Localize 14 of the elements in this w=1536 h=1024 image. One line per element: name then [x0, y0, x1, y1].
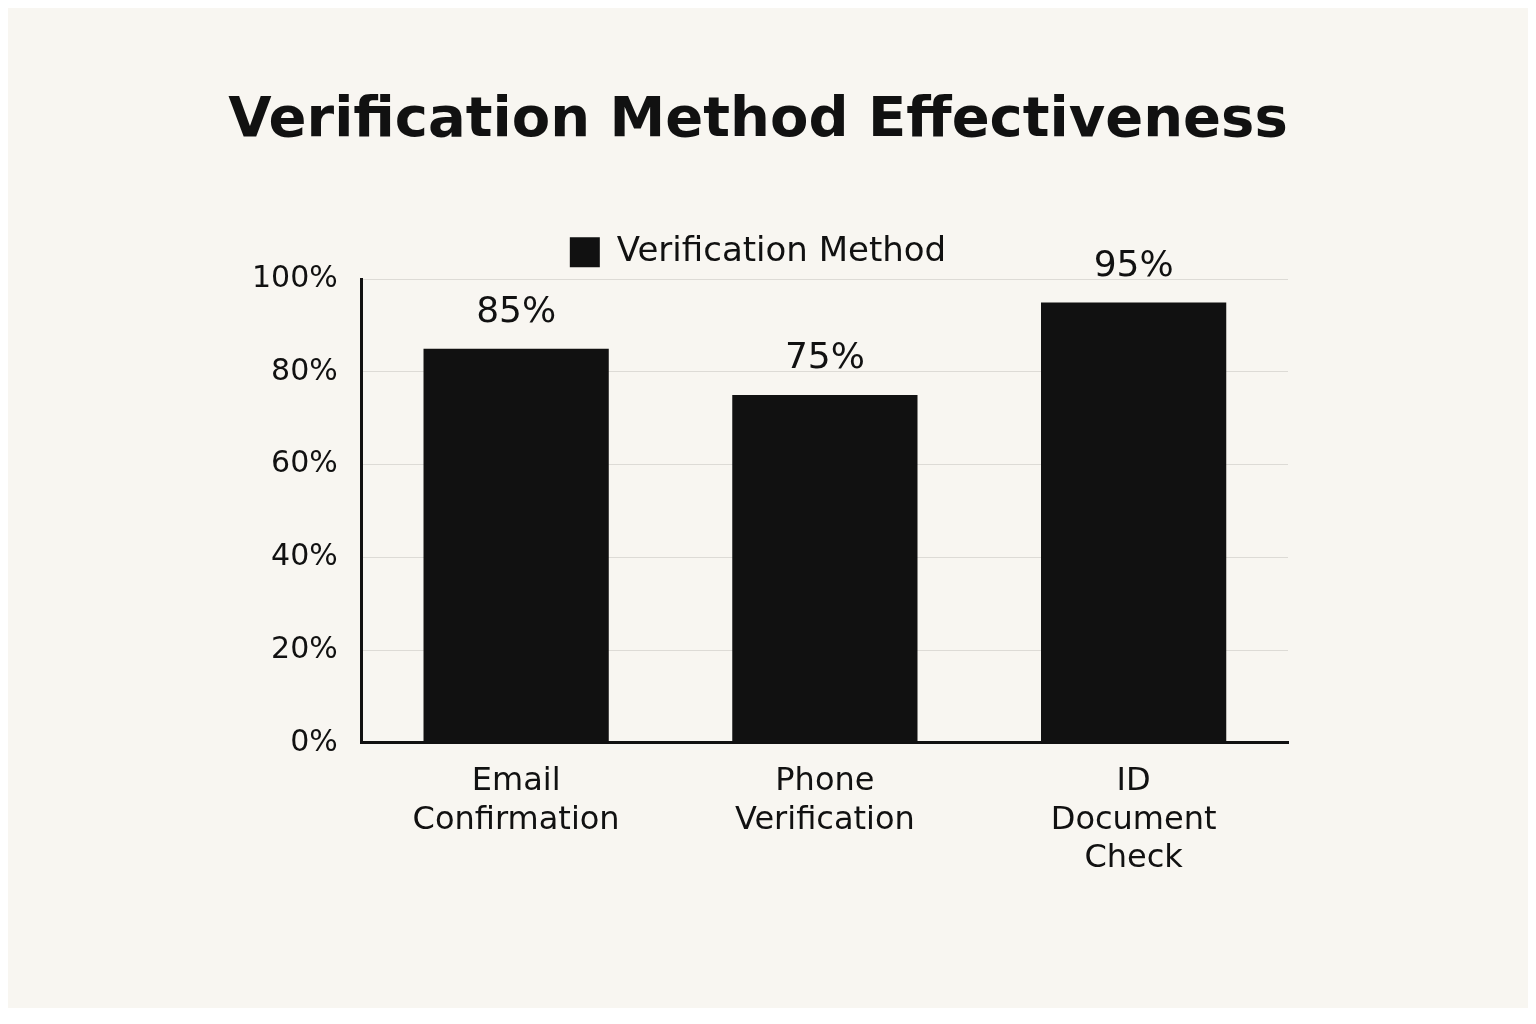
y-tick-label: 60%	[271, 444, 338, 480]
y-tick-label: 80%	[271, 351, 338, 387]
x-tick-label: Phone Verification	[734, 760, 915, 837]
x-tick-label: Email Confirmation	[412, 760, 620, 837]
chart-title: Verification Method Effectiveness	[228, 84, 1288, 150]
text: 85%	[476, 289, 557, 331]
legend-label: Verification Method	[616, 229, 947, 270]
y-tick-label: 40%	[271, 537, 338, 573]
y-tick-label: 0%	[290, 722, 338, 758]
x-tick-label: ID Document Check	[1050, 760, 1217, 876]
text: 95%	[1093, 242, 1174, 284]
y-tick-label: 20%	[271, 629, 338, 665]
y-tick-label: 100%	[251, 259, 338, 294]
text: 75%	[784, 335, 865, 377]
